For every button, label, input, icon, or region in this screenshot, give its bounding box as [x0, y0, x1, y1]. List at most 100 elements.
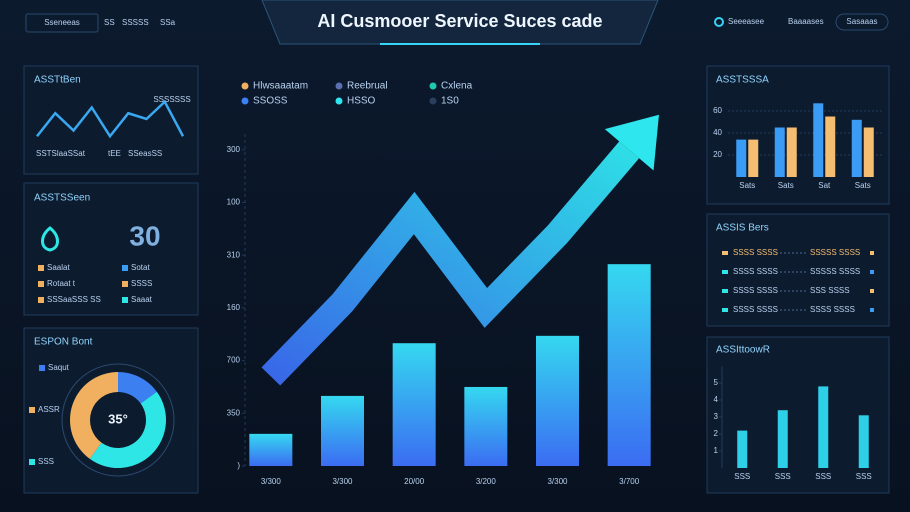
y-tick-label: 350	[227, 408, 241, 417]
table-cell: SSS SSSS	[810, 286, 850, 295]
legend-swatch	[429, 82, 437, 90]
x-tick-label: Sats	[778, 181, 794, 190]
panel	[23, 65, 199, 175]
legend-label: Hlwsaaatam	[253, 81, 308, 92]
legend-swatch	[29, 407, 35, 413]
y-tick-label: 60	[713, 106, 722, 115]
legend-swatch	[122, 265, 128, 271]
panel-title: ASSTSSeen	[34, 193, 90, 204]
legend-label: SSOSS	[253, 96, 288, 107]
table-cell: SSSS SSSS	[733, 305, 778, 314]
legend-swatch	[39, 365, 45, 371]
legend-swatch	[241, 82, 249, 90]
line	[36, 99, 185, 139]
legend-label: HSSO	[347, 96, 376, 107]
nav-item[interactable]: SSSSS	[122, 18, 149, 27]
panel-title: ASSTSSSA	[716, 75, 769, 86]
x-tick-label: 3/200	[476, 477, 497, 486]
y-tick-label: 3	[714, 412, 719, 421]
peak-label: SSSSSSS	[153, 95, 190, 104]
nav-item[interactable]: Baaaases	[788, 17, 824, 26]
x-tick-label: SSS	[775, 472, 791, 481]
bar	[536, 335, 579, 466]
x-tick-label: 3/700	[619, 477, 640, 486]
legend-label: Reebrual	[347, 81, 388, 92]
x-tick-label: Sats	[739, 181, 755, 190]
panel	[706, 336, 890, 494]
nav-item[interactable]: SSa	[160, 18, 176, 27]
bar	[464, 386, 508, 466]
tab-label[interactable]: Sseneeas	[44, 18, 80, 27]
table-cell: SSSSS SSSS	[810, 267, 860, 276]
tab[interactable]	[25, 13, 99, 33]
kpi-item: Sotat	[131, 263, 150, 272]
bar	[607, 264, 651, 466]
y-tick-label: 700	[227, 356, 241, 365]
x-tick-label: SSS	[734, 472, 750, 481]
pill-label[interactable]: Sasaaas	[846, 17, 877, 26]
nav-item[interactable]: SS	[104, 18, 115, 27]
table-cell: SSSSS SSSS	[810, 248, 860, 257]
x-tick-label: 20/00	[404, 477, 425, 486]
kpi-value: 30	[129, 220, 160, 251]
table-cell: SSSS SSSS	[810, 305, 855, 314]
status-icon	[714, 17, 724, 27]
bar	[249, 433, 293, 466]
y-tick-label: 20	[713, 150, 722, 159]
table-cell: SSSS SSSS	[733, 286, 778, 295]
kpi-item: Saaat	[131, 295, 153, 304]
panel-title: ESPON Bont	[34, 337, 93, 348]
row-marker	[722, 270, 728, 274]
legend-label: Cxlena	[441, 81, 473, 92]
bar	[851, 119, 862, 177]
row-marker	[722, 289, 728, 293]
y-tick-label: 300	[227, 145, 241, 154]
x-tick-label: 3/300	[261, 477, 282, 486]
row-marker	[722, 251, 728, 255]
legend-swatch	[429, 97, 437, 105]
panel	[706, 213, 890, 327]
y-tick-label: 160	[227, 303, 241, 312]
table-cell: SSSS SSSS	[733, 267, 778, 276]
row-marker	[870, 270, 874, 274]
bar	[737, 430, 748, 468]
legend-swatch	[38, 281, 44, 287]
slice-label: Saqut	[48, 363, 70, 372]
x-tick-label: Sat	[818, 181, 831, 190]
row-marker	[722, 308, 728, 312]
pill-button[interactable]	[835, 13, 889, 31]
y-tick-label: 4	[714, 395, 719, 404]
bar	[392, 343, 436, 466]
donut-slice	[118, 372, 157, 404]
kpi-icon	[41, 226, 59, 252]
row-marker	[870, 251, 874, 255]
y-tick-label: 40	[713, 128, 722, 137]
x-tick-label: 3/300	[547, 477, 568, 486]
legend-swatch	[122, 281, 128, 287]
row-marker	[870, 289, 874, 293]
bar	[748, 139, 759, 177]
footer-label: SSeasSS	[128, 149, 162, 158]
bar	[825, 116, 836, 177]
table-cell: SSSS SSSS	[733, 248, 778, 257]
kpi-item: Rotaat t	[47, 279, 76, 288]
nav-item[interactable]: Seeeasee	[728, 17, 765, 26]
panel-title: ASSIttoowR	[716, 345, 770, 356]
slice-label: SSS	[38, 457, 54, 466]
x-tick-label: 3/300	[332, 477, 353, 486]
legend-swatch	[122, 297, 128, 303]
panel-title: ASSIS Bers	[716, 223, 769, 234]
legend-swatch	[241, 97, 249, 105]
legend-swatch	[38, 297, 44, 303]
panel-title: ASSTtBen	[34, 75, 81, 86]
donut-slice	[89, 391, 166, 468]
footer-label: tEE	[108, 149, 121, 158]
row-marker	[870, 308, 874, 312]
legend-swatch	[38, 265, 44, 271]
x-tick-label: SSS	[856, 472, 872, 481]
bar	[818, 386, 829, 468]
kpi-item: Saalat	[47, 263, 70, 272]
kpi-item: SSSaaSSS SS	[47, 295, 101, 304]
